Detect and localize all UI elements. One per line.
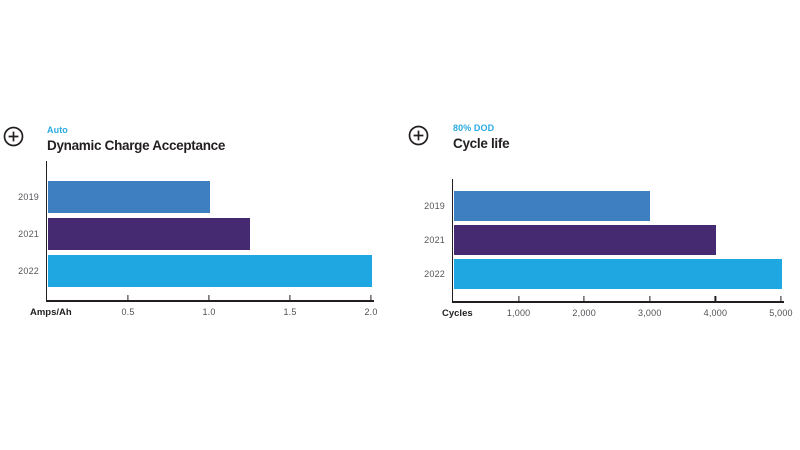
x-axis-tick-label: 0.5 <box>121 307 135 317</box>
x-axis-unit-label: Amps/Ah <box>30 307 72 318</box>
bar-2019 <box>47 181 210 213</box>
chart-dynamic-charge-acceptance: Auto Dynamic Charge Acceptance Amps/Ah 2… <box>0 118 394 333</box>
x-axis-tick <box>370 295 372 302</box>
expand-plus-button[interactable] <box>3 126 24 147</box>
category-label: 2021 <box>424 235 445 245</box>
x-axis-tick <box>780 296 782 303</box>
expand-plus-button[interactable] <box>408 125 429 146</box>
y-axis-line <box>45 161 47 300</box>
y-axis-line <box>451 179 453 301</box>
x-axis-tick <box>714 296 716 303</box>
x-axis-tick-label: 1.5 <box>283 307 297 317</box>
x-axis-tick-label: 3,000 <box>638 308 662 318</box>
chart-title: Dynamic Charge Acceptance <box>47 138 226 153</box>
bar-2019 <box>453 191 651 221</box>
x-axis-unit-label: Cycles <box>442 308 473 319</box>
chart-subtitle: Auto <box>47 125 68 135</box>
bar-2022 <box>47 255 372 287</box>
x-axis-tick <box>208 295 210 302</box>
chart-subtitle: 80% DOD <box>453 123 495 133</box>
category-label: 2019 <box>424 201 445 211</box>
category-label: 2022 <box>424 269 445 279</box>
x-axis-tick <box>649 296 651 303</box>
x-axis-tick <box>127 295 129 302</box>
x-axis-tick-label: 1.0 <box>202 307 216 317</box>
bar-2021 <box>47 218 250 250</box>
bar-2021 <box>453 225 716 255</box>
category-label: 2019 <box>18 192 39 202</box>
x-axis-tick-label: 2.0 <box>364 307 378 317</box>
chart-cycle-life: 80% DOD Cycle life Cycles 2019 2021 2022 1,… <box>406 116 800 331</box>
chart-header: 80% DOD Cycle life <box>453 123 510 151</box>
x-axis-line <box>451 301 784 303</box>
circle-plus-icon <box>408 125 429 149</box>
category-label: 2021 <box>18 229 39 239</box>
chart-header: Auto Dynamic Charge Acceptance <box>47 125 225 153</box>
bar-2022 <box>453 259 782 289</box>
chart-title: Cycle life <box>453 136 510 151</box>
x-axis-tick-label: 5,000 <box>769 308 793 318</box>
x-axis-tick-label: 4,000 <box>703 308 728 318</box>
x-axis-tick <box>583 296 585 303</box>
x-axis-tick-label: 2,000 <box>572 308 596 318</box>
x-axis-tick <box>289 295 291 302</box>
chart-plot-area: Cycles 2019 2021 2022 1,000 2,000 3,000 4,000 5… <box>424 179 793 319</box>
x-axis-tick-label: 1,000 <box>506 308 531 318</box>
x-axis-tick <box>518 296 520 303</box>
category-label: 2022 <box>18 266 39 276</box>
chart-plot-area: Amps/Ah 2019 2021 2022 0.5 1.0 1.5 2.0 <box>18 161 377 318</box>
circle-plus-icon <box>3 126 24 150</box>
